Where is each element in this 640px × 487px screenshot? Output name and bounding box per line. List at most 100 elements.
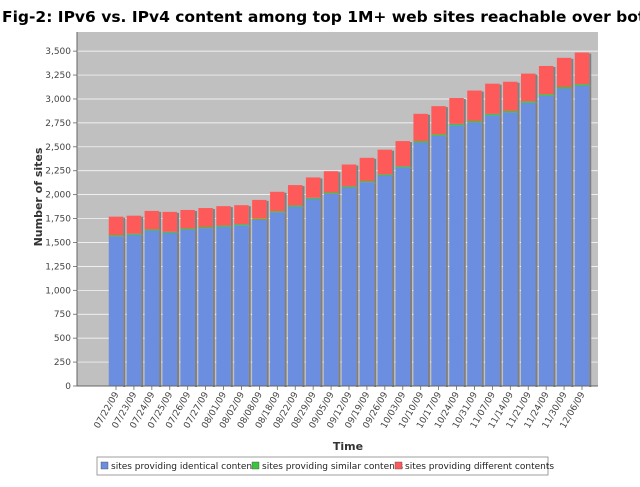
bar-shadow: [338, 194, 341, 387]
bar-identical: [287, 206, 303, 386]
bar-identical: [467, 122, 482, 386]
bar-shadow: [338, 193, 341, 195]
bar-shadow: [230, 226, 233, 228]
bar-similar: [377, 174, 393, 176]
bar-shadow: [481, 91, 484, 122]
bar-identical: [180, 229, 195, 386]
bar-similar: [252, 218, 267, 221]
bar-different: [162, 211, 178, 232]
bar-shadow: [177, 212, 180, 233]
bar-different: [520, 73, 536, 102]
bar-identical: [574, 85, 590, 387]
bar-shadow: [141, 216, 144, 235]
bar-identical: [413, 142, 428, 386]
bar-shadow: [230, 207, 233, 227]
bar-shadow: [302, 186, 305, 207]
bar-shadow: [123, 237, 126, 387]
bar-shadow: [589, 53, 592, 86]
bar-identical: [341, 187, 357, 386]
legend-label: sites providing similar contents: [262, 462, 403, 472]
bar-different: [485, 83, 500, 114]
bar-different: [180, 209, 195, 229]
y-tick-label: 1,750: [45, 215, 71, 225]
bar-identical: [108, 236, 124, 386]
bar-shadow: [159, 211, 162, 231]
bar-shadow: [284, 213, 287, 387]
y-tick-label: 750: [54, 310, 71, 320]
bar-identical: [305, 198, 321, 386]
bar-shadow: [427, 114, 430, 143]
y-axis-label: Number of sites: [32, 147, 45, 246]
bar-shadow: [159, 230, 162, 232]
bar-shadow: [589, 86, 592, 388]
bar-identical: [395, 167, 411, 386]
bar-identical: [234, 225, 249, 386]
bar-different: [395, 141, 411, 167]
bar-identical: [198, 228, 213, 386]
bar-different: [234, 205, 249, 225]
y-tick-label: 250: [54, 358, 71, 368]
bar-shadow: [266, 219, 269, 222]
bar-similar: [341, 186, 357, 188]
bar-similar: [431, 134, 446, 136]
bar-shadow: [463, 126, 466, 387]
bar-shadow: [392, 150, 395, 176]
bar-shadow: [517, 82, 520, 112]
bar-shadow: [427, 142, 430, 144]
bar-identical: [359, 182, 375, 386]
bar-different: [252, 199, 267, 219]
bar-shadow: [445, 136, 448, 387]
legend-label: sites providing different contents: [405, 462, 554, 472]
bar-shadow: [248, 206, 251, 226]
bar-shadow: [338, 172, 341, 194]
bar-shadow: [230, 227, 233, 387]
bar-similar: [108, 235, 124, 237]
bar-shadow: [212, 227, 215, 230]
y-tick-label: 3,000: [45, 95, 71, 105]
bar-shadow: [410, 142, 413, 168]
y-tick-label: 2,250: [45, 167, 71, 177]
bar-similar: [538, 94, 554, 96]
bar-shadow: [517, 113, 520, 388]
bar-shadow: [589, 85, 592, 87]
bar-shadow: [356, 165, 359, 188]
bar-shadow: [141, 234, 144, 236]
bar-shadow: [248, 226, 251, 387]
bar-identical: [216, 226, 231, 386]
legend-swatch: [251, 461, 260, 470]
bar-shadow: [499, 114, 502, 117]
bar-identical: [270, 212, 285, 386]
bar-shadow: [266, 200, 269, 220]
bar-identical: [503, 112, 518, 387]
bar-identical: [252, 220, 267, 386]
bar-shadow: [427, 143, 430, 387]
bar-shadow: [141, 235, 144, 387]
bar-shadow: [356, 188, 359, 387]
bar-similar: [467, 120, 482, 123]
bar-shadow: [535, 102, 538, 104]
bar-similar: [180, 228, 195, 230]
bar-shadow: [553, 96, 556, 387]
bar-similar: [162, 231, 178, 233]
bar-similar: [234, 224, 249, 226]
bar-shadow: [553, 95, 556, 97]
bar-different: [449, 98, 464, 124]
bar-identical: [144, 230, 160, 386]
x-tick-labels: 07/22/0907/23/0907/24/0907/25/0907/26/09…: [93, 386, 588, 431]
bar-shadow: [194, 229, 197, 231]
legend-label: sites providing identical content: [111, 462, 256, 472]
bar-shadow: [302, 206, 305, 208]
bar-different: [341, 164, 357, 187]
legend-swatch: [394, 461, 403, 470]
bar-shadow: [320, 199, 323, 387]
bar-shadow: [571, 58, 574, 89]
bar-identical: [126, 234, 142, 386]
bar-similar: [449, 123, 464, 126]
bar-shadow: [374, 182, 377, 184]
bar-shadow: [194, 230, 197, 387]
bar-similar: [359, 181, 375, 183]
bar-identical: [431, 135, 446, 386]
bar-shadow: [374, 183, 377, 387]
legend-box: [96, 456, 549, 476]
